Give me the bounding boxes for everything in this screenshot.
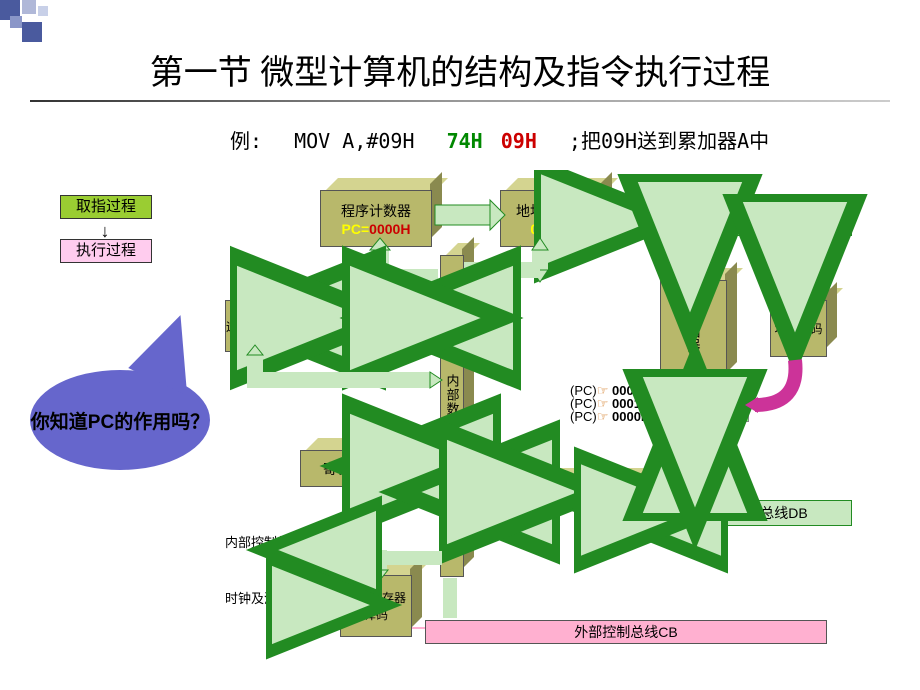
box-memory: 存储器 [660,280,725,380]
pc-title: 程序计数器 [341,201,411,221]
slide-title: 第一节 微型计算机的结构及指令执行过程 [60,45,860,94]
mem-addr-0000: (PC)☞ 0000H [570,409,650,425]
data-buf-label: 数据缓冲器 [556,485,626,505]
addr-dec-label: 地址译码 [774,320,822,337]
bus-ab-label: 外部地址总线AB [685,213,788,233]
table-row: 01110100 [661,410,749,422]
box-addr-register: 地址寄存器 0000H [500,190,600,245]
table-row [661,386,749,398]
box-data-buffer: 数据缓冲器 [540,480,640,508]
example-comment: ;把09H送到累加器A中 [569,129,769,153]
label-internal-ctrl: 内部控制信号 [225,532,303,551]
box-register-area: 寄存器区 [300,450,400,485]
reg-area-label: 寄存器区 [323,459,379,479]
bus-cb: 外部控制总线CB [425,620,827,644]
bus-cb-label: 外部控制总线CB [574,622,677,642]
label-clock: 时钟及清零 [225,588,290,607]
speech-bubble: 你知道PC的作用吗？ [30,370,210,470]
example-prefix: 例: [230,129,262,153]
pc-label: PC= [342,221,370,237]
box-accumulator: 累加器A [330,300,420,335]
example-operand: 09H [501,129,537,153]
table-row: 00001001 [661,398,749,410]
legend-exec: 执行过程 [60,239,152,263]
memory-label: 存储器 [684,310,704,352]
box-internal-bus: 内部数据总线 [440,255,462,575]
corner-decoration [0,0,55,45]
bus-db: 外部数据总线DB [660,500,852,526]
diagram-area: 程序计数器 PC=0000H 地址寄存器 0000H 运算器①② 累加器A 寄存… [230,170,900,670]
example-line: 例: MOV A,#09H 74H 09H ;把09H送到累加器A中 [230,125,775,154]
addr-reg-value: 0000H [530,221,571,237]
addr-reg-title: 地址寄存器 [516,201,586,221]
ir-label: 指令寄存器译码 [341,589,411,623]
box-addr-decoder: 地址译码 [770,300,825,355]
title-underline [30,100,890,102]
legend-fetch: 取指过程 [60,195,152,219]
pc-value: 0000H [369,221,410,237]
bus-db-label: 外部数据总线DB [704,503,807,523]
legend-arrow-icon: ↓ [60,223,150,239]
acc-label: 累加器A [350,309,401,329]
box-alu: 运算器①② [225,300,285,350]
alu-label: 运算器①② [226,318,286,335]
memory-table: 00001001 01110100 [660,385,749,422]
example-opcode: 74H [447,129,483,153]
bubble-text: 你知道PC的作用吗？ [31,407,209,434]
bus-ab: 外部地址总线AB [620,210,852,236]
example-instr: MOV A,#09H [294,129,414,153]
internal-bus-label: 内部数据总线 [443,374,462,458]
box-program-counter: 程序计数器 PC=0000H [320,190,430,245]
box-instruction-register: 指令寄存器译码 [340,575,410,635]
legend: 取指过程 ↓ 执行过程 [60,195,152,267]
